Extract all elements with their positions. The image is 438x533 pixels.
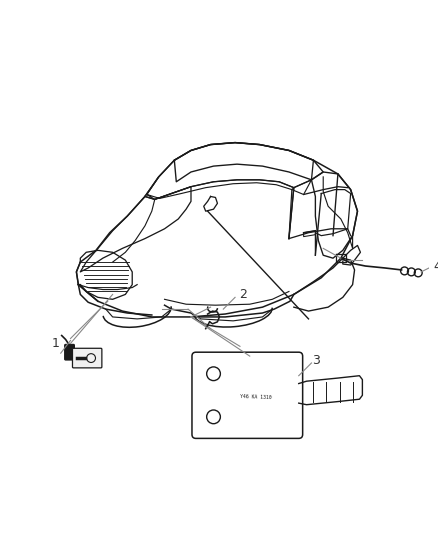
FancyBboxPatch shape bbox=[65, 344, 74, 360]
Text: 3: 3 bbox=[312, 353, 320, 367]
Text: 4: 4 bbox=[433, 260, 438, 272]
Text: 2: 2 bbox=[239, 288, 247, 301]
Text: 1: 1 bbox=[52, 337, 60, 350]
FancyBboxPatch shape bbox=[72, 348, 102, 368]
Text: Y46 KA 1310: Y46 KA 1310 bbox=[240, 394, 272, 400]
